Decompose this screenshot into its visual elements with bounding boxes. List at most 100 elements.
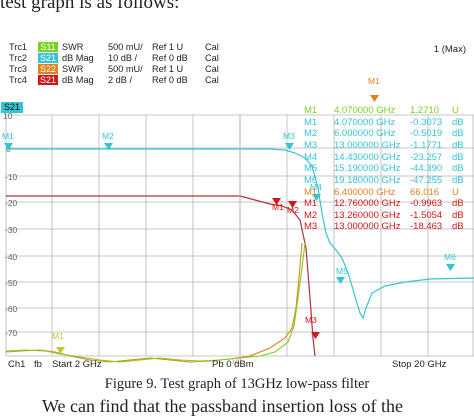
svg-text:M4: M4 — [310, 182, 322, 192]
svg-text:M1: M1 — [2, 131, 14, 141]
trace-param-badge: S21 — [38, 75, 58, 85]
marker-m1-yellow: M1 — [52, 331, 65, 354]
trace-format: SWR — [62, 42, 84, 52]
svg-text:dB: dB — [452, 117, 464, 128]
svg-text:M1: M1 — [272, 202, 284, 212]
bottom-status-row: Ch1 fb Start 2 GHz Pb 0 dBm Stop 20 GHz — [0, 359, 474, 371]
power-level[interactable]: Pb 0 dBm — [212, 359, 254, 370]
svg-text:-0.9963: -0.9963 — [410, 198, 442, 209]
y-tick-label: -10 — [5, 172, 18, 182]
svg-text:-0.5019: -0.5019 — [410, 128, 442, 139]
svg-text:M3: M3 — [304, 221, 317, 232]
svg-text:M6: M6 — [444, 252, 456, 262]
marker-m2: M2 — [102, 131, 114, 150]
svg-text:dB: dB — [452, 210, 464, 221]
svg-text:M1: M1 — [368, 76, 380, 86]
trace-s11-green — [5, 242, 306, 363]
trace-param-badge: S21 — [38, 53, 58, 63]
figure-caption: Figure 9. Test graph of 13GHz low-pass f… — [104, 376, 370, 392]
marker-r1: R1 — [232, 356, 243, 366]
marker-m6: M6 — [444, 252, 456, 271]
trace-format: dB Mag — [62, 53, 94, 63]
svg-text:M6: M6 — [304, 175, 317, 186]
y-tick-label: -60 — [5, 304, 18, 314]
svg-text:dB: dB — [452, 140, 464, 151]
svg-text:12.760000 GHz: 12.760000 GHz — [334, 198, 401, 209]
svg-text:-18.463: -18.463 — [410, 221, 442, 232]
svg-text:M3: M3 — [304, 140, 317, 151]
marker-m5: M5 — [336, 266, 348, 284]
marker-m1-red: M1 — [272, 198, 284, 212]
svg-text:M5: M5 — [304, 163, 317, 174]
trace-cal: Cal — [205, 53, 219, 63]
svg-text:6.400000 GHz: 6.400000 GHz — [334, 187, 396, 198]
svg-text:4.070000 GHz: 4.070000 GHz — [334, 117, 396, 128]
svg-text:-1.1771: -1.1771 — [410, 140, 442, 151]
trace-ref: Ref 0 dB — [152, 75, 188, 85]
svg-text:-1.5054: -1.5054 — [410, 210, 442, 221]
svg-text:M1: M1 — [304, 198, 317, 209]
trace-scale: 10 dB / — [108, 53, 138, 63]
svg-text:M2: M2 — [304, 128, 317, 139]
svg-text:M5: M5 — [336, 266, 348, 276]
svg-text:dB: dB — [452, 198, 464, 209]
y-tick-label: -40 — [5, 252, 18, 262]
trace-s21-cyan — [6, 148, 474, 320]
svg-text:M3: M3 — [283, 131, 295, 141]
svg-text:-44.390: -44.390 — [410, 163, 442, 174]
svg-text:dB: dB — [452, 152, 464, 163]
trace-ref: Ref 0 dB — [152, 53, 188, 63]
trace-name: Trc4 — [9, 75, 28, 85]
active-trace-tag[interactable]: S21 — [1, 102, 23, 113]
svg-text:M1: M1 — [304, 187, 317, 198]
marker-m1-top: M1 — [368, 76, 380, 102]
stop-frequency[interactable]: Stop 20 GHz — [392, 359, 447, 370]
trace-cal: Cal — [205, 42, 219, 52]
svg-text:-23.257: -23.257 — [410, 152, 442, 163]
marker-m3: M3 — [283, 131, 295, 150]
svg-text:13.000000 GHz: 13.000000 GHz — [334, 221, 401, 232]
window-label: 1 (Max) — [433, 44, 466, 55]
svg-text:15.190000 GHz: 15.190000 GHz — [334, 163, 401, 174]
trace-ref: Ref 1 U — [152, 64, 184, 74]
trace-name: Trc1 — [9, 42, 28, 52]
trace-cal: Cal — [205, 75, 219, 85]
svg-text:13.260000 GHz: 13.260000 GHz — [334, 210, 401, 221]
svg-text:U: U — [452, 105, 459, 116]
svg-text:dB: dB — [452, 128, 464, 139]
svg-text:dB: dB — [452, 221, 464, 232]
svg-text:-47.255: -47.255 — [410, 175, 442, 186]
trace-ref: Ref 1 U — [152, 42, 184, 52]
svg-text:dB: dB — [452, 175, 464, 186]
marker-m1-left: M1 — [2, 131, 14, 150]
marker-m3-red: M3 — [305, 315, 320, 339]
heading-text: test graph is as follows: — [0, 0, 180, 13]
trace-cal: Cal — [205, 64, 219, 74]
svg-text:dB: dB — [452, 163, 464, 174]
svg-text:M2: M2 — [102, 131, 114, 141]
svg-text:M1: M1 — [304, 117, 317, 128]
y-tick-label: 10 — [3, 111, 13, 121]
y-tick-label: -30 — [5, 225, 18, 235]
channel-label: Ch1 — [8, 359, 26, 370]
trace-scale: 2 dB / — [108, 75, 133, 85]
y-tick-label: -50 — [5, 278, 18, 288]
svg-text:U: U — [452, 187, 459, 198]
start-frequency[interactable]: Start 2 GHz — [52, 359, 102, 370]
analyzer-screen: Trc1 S11 SWR 500 mU/ Ref 1 U Cal Trc2 S2… — [0, 38, 474, 371]
marker-table-1: M1 4.070000 GHz 1.2710 U M1 4.070000 GHz… — [304, 105, 464, 198]
plot-area: 10 0 -10 -20 -30 -40 -50 -60 -70 M1 M1 M… — [2, 76, 474, 366]
svg-text:M1: M1 — [304, 105, 317, 116]
svg-text:M3: M3 — [305, 315, 317, 325]
trace-name: Trc2 — [9, 53, 28, 63]
marker-m4: M4 — [310, 182, 322, 201]
svg-text:M1: M1 — [52, 331, 64, 341]
trace-format: dB Mag — [62, 75, 94, 85]
trace-name: Trc3 — [9, 64, 28, 74]
svg-text:66.016: 66.016 — [410, 187, 439, 198]
svg-text:4.070000 GHz: 4.070000 GHz — [334, 105, 396, 116]
trace-scale: 500 mU/ — [108, 64, 143, 74]
fb-label: fb — [34, 359, 42, 370]
svg-text:1.2710: 1.2710 — [410, 105, 439, 116]
trace-s21-red — [6, 195, 316, 357]
